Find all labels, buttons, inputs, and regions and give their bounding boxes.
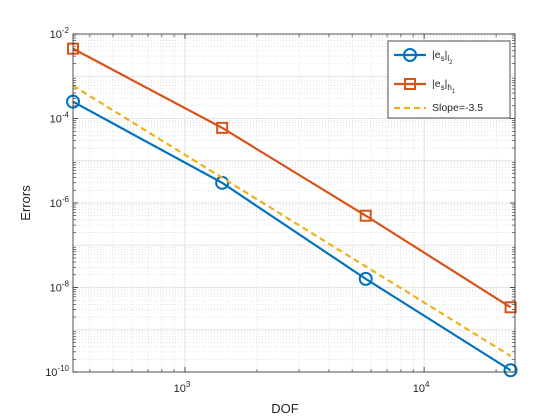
y-tick-exponent: -2 [62,26,70,35]
legend-sub: s [441,83,445,92]
legend-sub: l [447,54,449,63]
legend-text-part: |e [432,49,441,61]
tick-marks [73,33,515,373]
data-point-square [359,209,372,222]
series-line-1 [72,47,512,309]
legend-text-part: |e [432,78,441,90]
data-point-circle [503,363,518,378]
y-tick-label: 10-8 [50,280,70,295]
legend-marker-circle [403,48,417,62]
legend-text-part: | [445,49,448,61]
y-tick-label: 10-2 [50,26,70,41]
y-tick-exponent: -10 [57,364,69,373]
legend-sub: s [441,54,445,63]
y-tick-label: 10-10 [45,364,69,379]
data-point-square [216,121,229,134]
y-tick-base: 10 [50,283,62,295]
legend-entry-2: Slope=-3.5 [432,102,483,114]
series-line-2 [72,84,512,357]
series-line-0 [72,100,512,372]
legend-entry-1: |es|h1 [432,78,456,95]
x-tick-exponent: 4 [425,380,430,389]
y-tick-exponent: -6 [62,195,70,204]
x-tick-exponent: 3 [186,380,191,389]
y-tick-base: 10 [50,198,62,210]
legend-marker-square [404,78,416,90]
y-tick-base: 10 [50,114,62,126]
legend-sub: h [447,83,451,92]
y-tick-exponent: -8 [62,280,70,289]
data-point-square [504,301,517,314]
data-point-circle [358,271,373,286]
legend-entry-0: |es|l2 [432,49,453,66]
legend-subsub: 2 [449,60,453,66]
y-tick-base: 10 [50,29,62,41]
y-tick-base: 10 [45,367,57,379]
y-tick-label: 10-6 [50,195,70,210]
y-tick-label: 10-4 [50,111,70,126]
y-axis-label: Errors [18,185,33,221]
legend-subsub: 1 [452,89,456,95]
y-tick-exponent: -4 [62,111,70,120]
legend-text-part: | [445,78,448,90]
x-axis-label: DOF [271,401,299,416]
